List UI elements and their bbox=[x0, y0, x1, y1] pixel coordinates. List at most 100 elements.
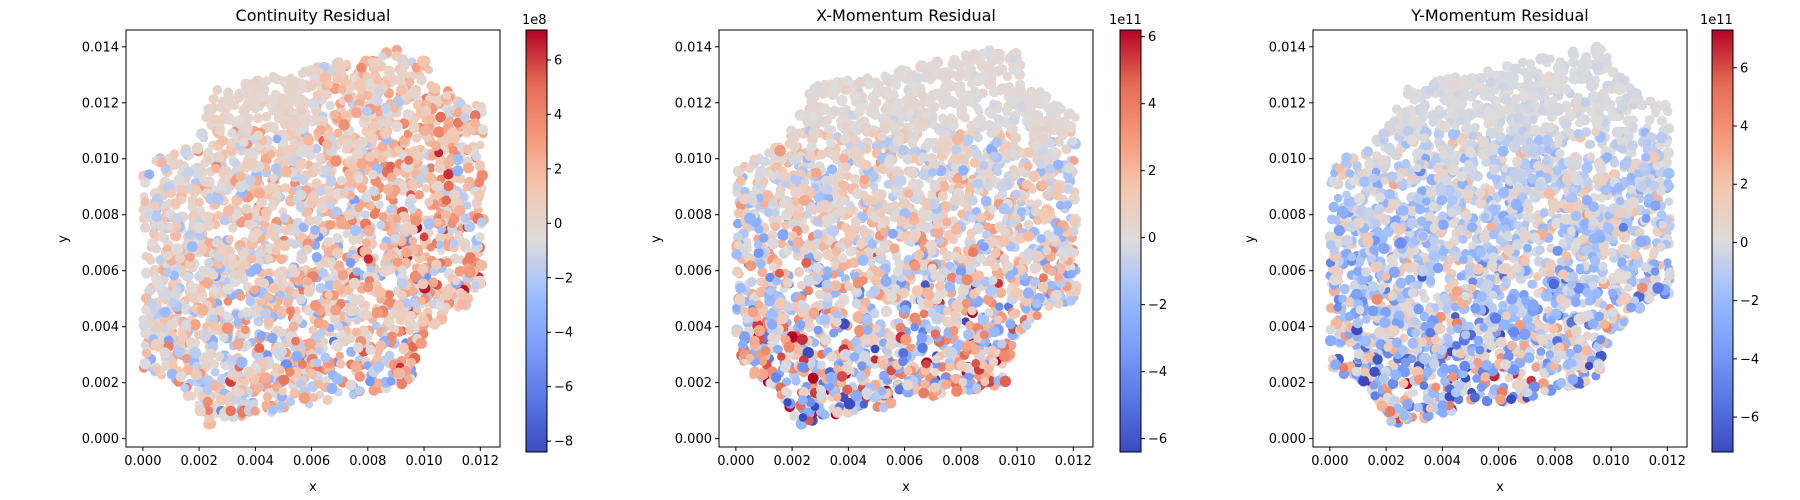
scatter-point bbox=[386, 248, 397, 260]
scatter-point bbox=[870, 344, 880, 354]
scatter-point bbox=[425, 172, 437, 185]
scatter-point bbox=[239, 247, 249, 258]
scatter-point bbox=[995, 302, 1004, 311]
scatter-point bbox=[269, 173, 278, 183]
scatter-point bbox=[363, 254, 373, 264]
scatter-point bbox=[1007, 87, 1016, 97]
scatter-point bbox=[801, 257, 812, 268]
scatter-point bbox=[385, 265, 396, 275]
scatter-point bbox=[955, 60, 965, 70]
scatter-point bbox=[421, 183, 431, 193]
scatter-point bbox=[290, 267, 301, 278]
colorbar-offset-text: 1e8 bbox=[522, 13, 547, 28]
scatter-point bbox=[312, 358, 322, 368]
scatter-point bbox=[475, 140, 485, 150]
scatter-point bbox=[209, 321, 220, 331]
panel-title: X-Momentum Residual bbox=[816, 6, 996, 25]
scatter-point bbox=[464, 266, 476, 278]
scatter-point bbox=[1029, 262, 1042, 274]
scatter-point bbox=[474, 178, 484, 188]
scatter-point bbox=[958, 377, 968, 387]
scatter-point bbox=[373, 75, 383, 85]
scatter-point bbox=[1008, 310, 1018, 320]
scatter-point bbox=[176, 184, 186, 193]
scatter-point bbox=[184, 258, 196, 270]
scatter-point bbox=[402, 109, 414, 120]
scatter-point bbox=[345, 83, 355, 93]
scatter-point bbox=[322, 394, 333, 406]
scatter-point bbox=[1068, 136, 1078, 146]
scatter-point bbox=[894, 258, 904, 269]
scatter-point bbox=[1069, 215, 1080, 227]
scatter-point bbox=[304, 215, 315, 226]
scatter-point bbox=[957, 209, 966, 219]
scatter-point bbox=[875, 268, 885, 278]
scatter-point bbox=[398, 135, 409, 146]
scatter-point bbox=[775, 268, 784, 278]
scatter-point bbox=[961, 342, 971, 352]
scatter-point bbox=[780, 386, 790, 396]
scatter-point bbox=[1023, 230, 1035, 242]
y-tick-label: 0.008 bbox=[82, 208, 119, 223]
scatter-point bbox=[348, 234, 359, 245]
scatter-point bbox=[774, 145, 786, 157]
scatter-point bbox=[366, 132, 378, 144]
scatter-point bbox=[210, 367, 220, 377]
scatter-point bbox=[156, 222, 167, 232]
scatter-point bbox=[153, 323, 163, 333]
scatter-point bbox=[324, 290, 333, 300]
scatter-point bbox=[219, 332, 229, 343]
x-tick-label: 0.006 bbox=[293, 454, 330, 469]
scatter-point bbox=[912, 124, 922, 135]
scatter-point bbox=[300, 100, 309, 109]
scatter-point bbox=[886, 291, 897, 303]
scatter-point bbox=[155, 255, 165, 265]
scatter-point bbox=[778, 199, 789, 209]
scatter-point bbox=[241, 307, 252, 318]
scatter-point bbox=[138, 320, 149, 331]
scatter-point bbox=[417, 296, 426, 305]
scatter-point bbox=[979, 160, 989, 170]
scatter-point bbox=[162, 268, 173, 278]
scatter-point bbox=[452, 165, 464, 177]
scatter-point bbox=[330, 304, 341, 316]
scatter-point bbox=[189, 347, 201, 359]
scatter-point bbox=[857, 361, 867, 371]
scatter-point bbox=[470, 118, 481, 128]
scatter-point bbox=[332, 73, 344, 84]
scatter-point bbox=[1037, 281, 1049, 293]
scatter-point bbox=[431, 259, 442, 271]
scatter-point bbox=[279, 240, 291, 252]
scatter-point bbox=[968, 247, 978, 257]
scatter-point bbox=[433, 218, 442, 227]
scatter-point bbox=[878, 360, 888, 370]
scatter-point bbox=[352, 342, 364, 353]
scatter-point bbox=[883, 89, 894, 100]
scatter-point bbox=[219, 166, 229, 176]
scatter-point bbox=[352, 139, 363, 150]
scatter-point bbox=[203, 103, 215, 115]
scatter-point bbox=[451, 276, 461, 286]
scatter-point bbox=[415, 151, 425, 162]
scatter-point bbox=[812, 229, 823, 240]
scatter-point bbox=[920, 379, 930, 390]
scatter-point bbox=[368, 121, 380, 133]
scatter-point bbox=[295, 189, 307, 201]
scatter-point bbox=[332, 280, 342, 290]
scatter-point bbox=[883, 179, 893, 189]
scatter-point bbox=[254, 248, 265, 259]
scatter-point bbox=[762, 190, 774, 202]
scatter-point bbox=[733, 208, 744, 219]
scatter-point bbox=[166, 319, 178, 331]
scatter-point bbox=[931, 354, 941, 364]
scatter-point bbox=[361, 210, 370, 220]
scatter-point bbox=[227, 369, 238, 380]
scatter-point bbox=[749, 154, 759, 164]
scatter-point bbox=[856, 239, 866, 249]
scatter-point bbox=[966, 54, 976, 63]
scatter-point bbox=[314, 379, 324, 389]
scatter-point bbox=[435, 233, 445, 243]
scatter-point bbox=[794, 267, 805, 278]
scatter-point bbox=[1029, 123, 1041, 134]
scatter-point bbox=[189, 186, 201, 198]
